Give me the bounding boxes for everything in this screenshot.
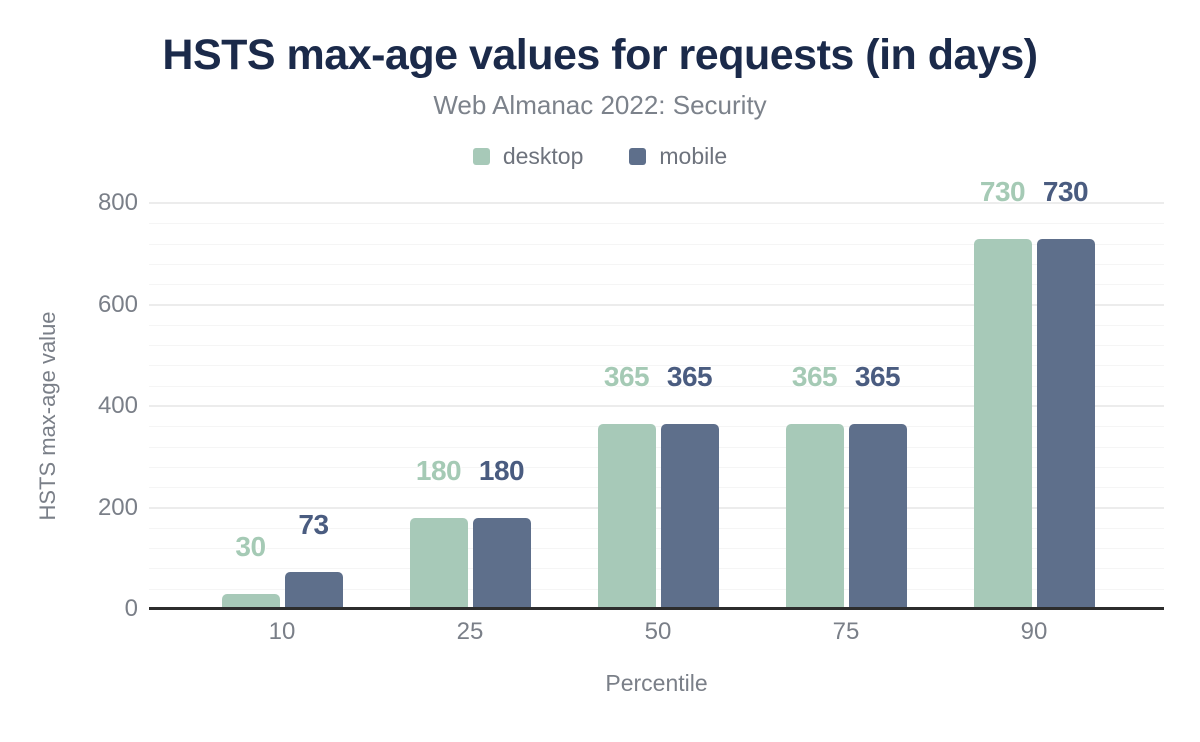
minor-gridline <box>149 487 1164 489</box>
legend-label-mobile: mobile <box>659 143 728 169</box>
x-tick-label-75: 75 <box>832 618 860 645</box>
bar-mobile-p75[interactable] <box>848 423 907 608</box>
chart-title: HSTS max-age values for requests (in day… <box>162 31 1038 79</box>
minor-gridline <box>149 324 1164 326</box>
y-tick-label-600: 600 <box>97 290 138 318</box>
y-tick-label-400: 400 <box>97 392 138 419</box>
legend-item-desktop: desktop <box>472 143 584 170</box>
minor-gridline <box>149 223 1164 225</box>
y-tick-label-200: 200 <box>97 493 138 521</box>
bar-desktop-p75[interactable] <box>785 423 844 608</box>
x-tick-label-10: 10 <box>268 618 296 645</box>
legend-label-desktop: desktop <box>502 143 584 169</box>
bar-desktop-p10[interactable] <box>221 593 280 608</box>
minor-gridline <box>149 284 1164 286</box>
minor-gridline <box>149 243 1164 245</box>
minor-gridline <box>149 385 1164 387</box>
minor-gridline <box>149 527 1164 529</box>
minor-gridline <box>149 426 1164 428</box>
major-gridline <box>149 202 1164 204</box>
minor-gridline <box>149 568 1164 570</box>
value-label-mobile-p75: 365 <box>854 360 901 392</box>
minor-gridline <box>149 263 1164 265</box>
chart-subtitle: Web Almanac 2022: Security <box>433 90 767 120</box>
bar-mobile-p25[interactable] <box>472 517 531 608</box>
x-axis-title: Percentile <box>605 670 708 696</box>
bar-mobile-p90[interactable] <box>1036 238 1095 608</box>
minor-gridline <box>149 588 1164 590</box>
bar-desktop-p50[interactable] <box>597 423 656 608</box>
y-tick-label-800: 800 <box>97 189 138 216</box>
minor-gridline <box>149 446 1164 448</box>
value-label-desktop-p25: 180 <box>415 454 462 486</box>
value-label-desktop-p90: 730 <box>979 175 1026 207</box>
x-tick-label-25: 25 <box>456 618 484 645</box>
bar-mobile-p10[interactable] <box>284 571 343 608</box>
major-gridline <box>149 405 1164 407</box>
x-tick-label-50: 50 <box>644 618 672 645</box>
major-gridline <box>149 506 1164 509</box>
minor-gridline <box>149 365 1164 367</box>
value-label-desktop-p75: 365 <box>791 360 838 392</box>
y-tick-label-0: 0 <box>124 595 138 622</box>
value-label-desktop-p50: 365 <box>603 360 650 392</box>
value-label-mobile-p90: 730 <box>1042 175 1089 207</box>
bar-desktop-p25[interactable] <box>409 517 468 608</box>
legend-swatch-mobile <box>629 148 647 165</box>
bar-desktop-p90[interactable] <box>973 238 1032 608</box>
minor-gridline <box>149 548 1164 550</box>
major-gridline <box>149 303 1164 306</box>
value-label-desktop-p10: 30 <box>235 530 266 562</box>
legend: desktop mobile <box>0 143 1200 170</box>
minor-gridline <box>149 345 1164 347</box>
value-label-mobile-p25: 180 <box>478 454 525 486</box>
legend-swatch-desktop <box>472 148 490 165</box>
value-label-mobile-p50: 365 <box>666 360 713 392</box>
bar-mobile-p50[interactable] <box>660 423 719 608</box>
legend-item-mobile: mobile <box>629 143 727 170</box>
minor-gridline <box>149 466 1164 468</box>
x-tick-label-90: 90 <box>1020 618 1048 645</box>
x-axis-line <box>149 607 1164 610</box>
value-label-mobile-p10: 73 <box>298 508 329 540</box>
